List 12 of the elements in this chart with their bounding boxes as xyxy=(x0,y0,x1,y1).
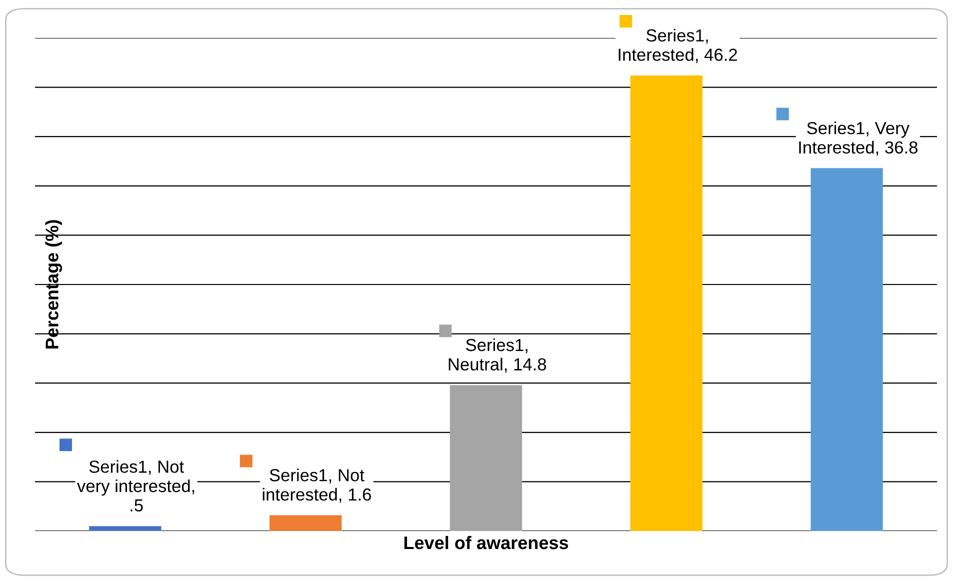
data-label: Series1, Neutral, 14.8 xyxy=(448,338,546,373)
bar xyxy=(810,168,883,531)
y-axis-title: Percentage (%) xyxy=(45,220,62,349)
x-axis-title: Level of awareness xyxy=(404,536,568,550)
bar xyxy=(450,385,522,531)
data-label: Series1, Interested, 46.2 xyxy=(618,28,737,63)
bar xyxy=(270,515,342,531)
bar xyxy=(89,526,162,531)
bar xyxy=(630,75,702,531)
data-label: Series1, Not very interested, .5 xyxy=(77,460,194,512)
data-label: Series1, Very Interested, 36.8 xyxy=(799,122,918,156)
data-label: Series1, Not interested, 1.6 xyxy=(262,468,371,503)
